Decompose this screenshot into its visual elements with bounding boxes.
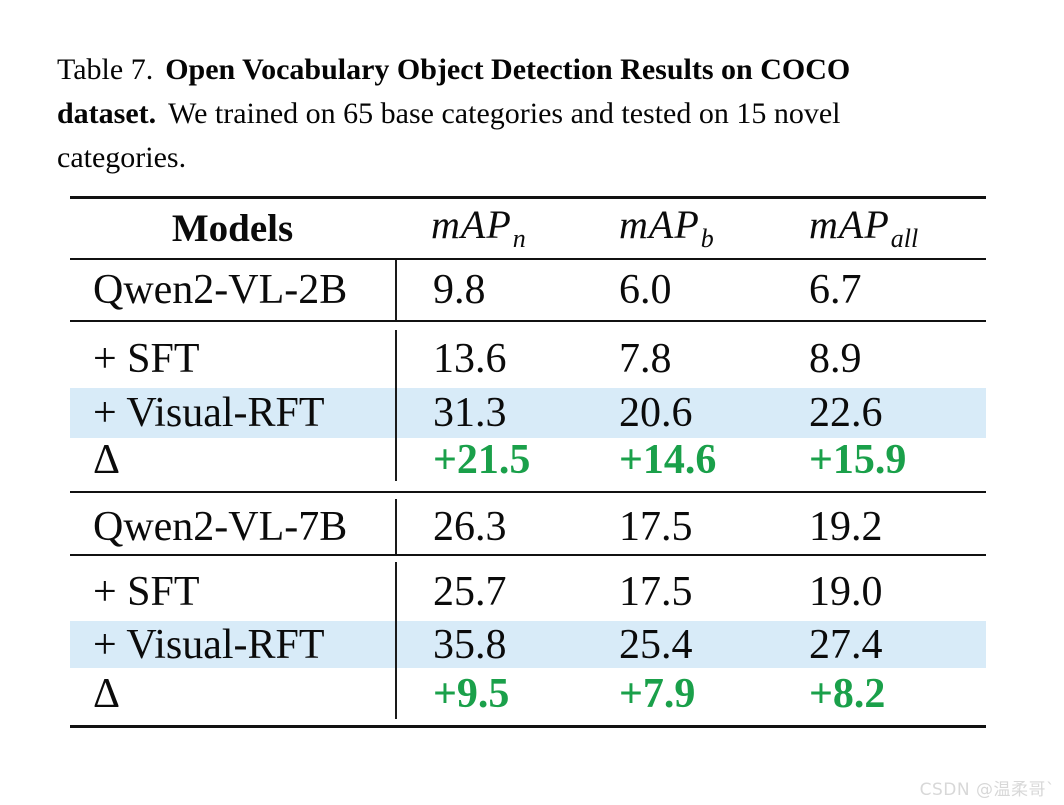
map-all-value: 27.4 [809,621,883,668]
map-all-value: 19.0 [809,568,883,615]
map-all-delta-value: +8.2 [809,670,886,717]
caption-label: Table 7. [57,53,154,86]
column-header-map-all: mAPall [809,202,919,253]
model-name-cell: + Visual-RFT [93,621,325,668]
caption-title-part-1: Open Vocabulary Object Detection Results… [165,53,851,86]
table-row-7b-sft: + SFT 25.7 17.5 19.0 [70,556,986,621]
table-row-2b-sft: + SFT 13.6 7.8 8.9 [70,322,986,388]
table-top-rule [70,196,986,199]
table-row-qwen2-vl-7b: Qwen2-VL-7B 26.3 17.5 19.2 [70,493,986,554]
table-midrule-2 [70,320,986,322]
map-all-value: 8.9 [809,336,862,382]
caption-line-1: Table 7. Open Vocabulary Object Detection… [57,48,1017,92]
column-header-map-b: mAPb [619,202,714,253]
table-row-2b-delta: Δ +21.5 +14.6 +15.9 [70,438,986,491]
model-name-cell: Qwen2-VL-7B [93,503,348,550]
map-n-delta-value: +9.5 [395,668,583,719]
caption-title-part-2: dataset. [57,97,157,130]
map-b-value: 7.8 [619,336,672,382]
map-b-value: 6.0 [619,267,672,313]
table-bottom-rule [70,725,986,728]
table-header-row: Models mAPn mAPb mAPall [70,199,986,258]
map-n-delta-value: +21.5 [395,438,583,481]
table-midrule-1 [70,258,986,260]
map-b-value: 17.5 [619,503,693,550]
caption-line-3: categories. [57,136,1017,180]
map-n-value: 31.3 [395,388,583,438]
watermark: CSDN @温柔哥` [919,780,1055,800]
table-caption: Table 7. Open Vocabulary Object Detection… [57,48,1017,180]
map-all-delta-value: +15.9 [809,436,907,483]
delta-label-cell: Δ [93,670,121,717]
map-n-value: 25.7 [395,562,583,621]
map-all-value: 6.7 [809,267,862,313]
map-n-value: 13.6 [395,330,583,388]
table-row-7b-visual-rft-highlighted: + Visual-RFT 35.8 25.4 27.4 [70,621,986,668]
map-b-value: 17.5 [619,568,693,615]
map-n-value: 9.8 [395,260,583,320]
map-n-value: 26.3 [395,499,583,554]
map-all-value: 19.2 [809,503,883,550]
model-name-cell: + SFT [93,568,200,615]
table-row-qwen2-vl-2b: Qwen2-VL-2B 9.8 6.0 6.7 [70,260,986,320]
caption-body-part-2: categories. [57,141,187,174]
map-b-delta-value: +14.6 [619,436,717,483]
caption-body-part-1: We trained on 65 base categories and tes… [168,97,841,130]
map-all-value: 22.6 [809,390,883,436]
map-b-delta-value: +7.9 [619,670,696,717]
model-name-cell: + SFT [93,336,200,382]
column-header-map-n: mAPn [431,202,526,253]
delta-label-cell: Δ [93,436,121,483]
table-row-2b-visual-rft-highlighted: + Visual-RFT 31.3 20.6 22.6 [70,388,986,438]
model-name-cell: Qwen2-VL-2B [93,267,348,313]
table-midrule-3 [70,491,986,493]
map-b-value: 25.4 [619,621,693,668]
map-n-value: 35.8 [395,621,583,668]
table-midrule-4 [70,554,986,556]
table-row-7b-delta: Δ +9.5 +7.9 +8.2 [70,668,986,725]
model-name-cell: + Visual-RFT [93,390,325,436]
caption-line-2: dataset. We trained on 65 base categories… [57,92,1017,136]
column-header-models: Models [171,207,294,250]
results-table: Models mAPn mAPb mAPall Qwen2-VL-2B 9.8 … [70,196,986,728]
map-b-value: 20.6 [619,390,693,436]
